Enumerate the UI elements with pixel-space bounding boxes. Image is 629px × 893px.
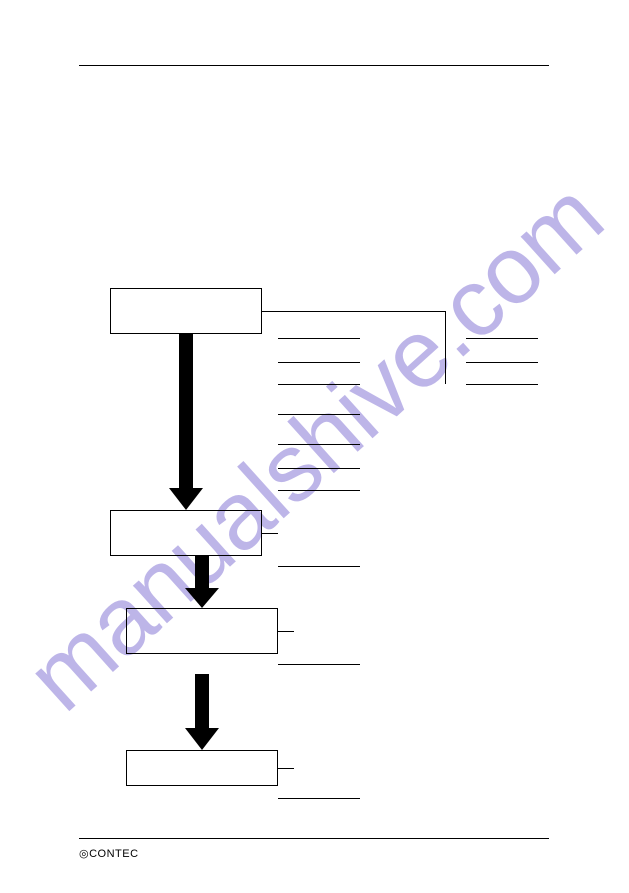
conn-b1-v bbox=[445, 311, 446, 384]
g2-line-1 bbox=[278, 566, 360, 567]
conn-b2-h bbox=[262, 533, 278, 534]
g1-line-6 bbox=[278, 468, 360, 469]
bottom-rule bbox=[79, 838, 549, 839]
arrow-2-head bbox=[185, 588, 219, 608]
flow-box-1 bbox=[110, 288, 262, 334]
arrow-2-stem bbox=[195, 556, 209, 588]
flow-box-3 bbox=[126, 608, 278, 654]
conn-b1-h bbox=[262, 311, 445, 312]
top-rule bbox=[79, 65, 549, 66]
arrow-3-stem bbox=[195, 674, 209, 728]
g1-line-1 bbox=[278, 338, 360, 339]
g1-rline-3 bbox=[466, 384, 538, 385]
g1-rline-2 bbox=[466, 362, 538, 363]
g1-line-3 bbox=[278, 384, 360, 385]
watermark-text: manualshive.com bbox=[6, 161, 624, 733]
g1-line-7 bbox=[278, 490, 360, 491]
g1-line-5 bbox=[278, 444, 360, 445]
conn-b3-h bbox=[278, 631, 294, 632]
page-root: manualshive.com ◎CONTEC bbox=[0, 0, 629, 893]
conn-b4-h bbox=[278, 768, 294, 769]
arrow-1-stem bbox=[179, 334, 193, 488]
g1-line-4 bbox=[278, 414, 360, 415]
footer-brand: ◎CONTEC bbox=[79, 847, 139, 860]
g4-line-1 bbox=[278, 798, 360, 799]
g3-line-1 bbox=[278, 664, 360, 665]
g1-line-2 bbox=[278, 362, 360, 363]
arrow-3-head bbox=[185, 728, 219, 750]
flow-box-4 bbox=[126, 750, 278, 786]
arrow-1-head bbox=[169, 488, 203, 510]
flow-box-2 bbox=[110, 510, 262, 556]
g1-rline-1 bbox=[466, 338, 538, 339]
